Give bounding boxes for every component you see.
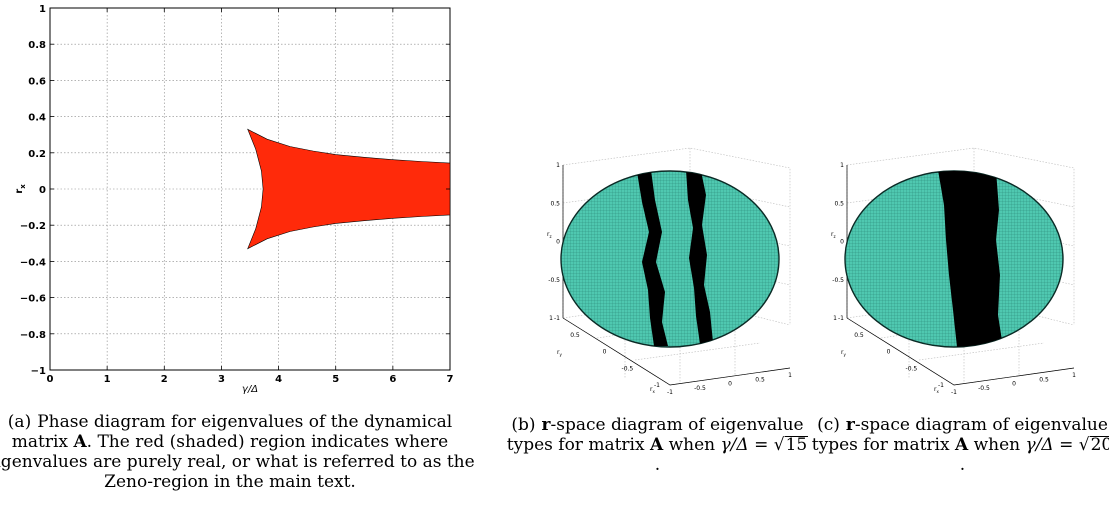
x-axis-label: rx bbox=[934, 386, 939, 394]
y-tick-label: 1 bbox=[833, 315, 837, 322]
y-tick-label: −1 bbox=[31, 366, 46, 377]
y-axis-label: ry bbox=[557, 349, 562, 357]
x-tick-label: 4 bbox=[275, 374, 282, 385]
grid bbox=[50, 8, 450, 370]
z-tick-label: 0 bbox=[556, 239, 560, 246]
z-tick-label: -0.5 bbox=[832, 277, 844, 284]
x-tick-label: 7 bbox=[447, 374, 454, 385]
x-tick-label: -1 bbox=[951, 389, 957, 396]
caption-a: (a) Phase diagram for eigenvalues of the … bbox=[0, 412, 480, 492]
y-tick-label: 0 bbox=[887, 349, 891, 356]
y-tick-label: -0.5 bbox=[906, 365, 918, 372]
caption-text-end: . The red (shaded) region indicates wher… bbox=[0, 432, 475, 492]
z-tick-label: 0.5 bbox=[550, 200, 560, 207]
y-tick-label: 0.2 bbox=[28, 149, 46, 160]
z-tick-label: 0 bbox=[840, 239, 844, 246]
eigenvalue-band bbox=[938, 171, 1003, 347]
tick-labels: 10.50-0.5-110.50-0.5-1-1-0.500.51 bbox=[832, 162, 1076, 396]
caption-math: γ/Δ = bbox=[1025, 435, 1079, 455]
x-tick-label: 3 bbox=[218, 374, 225, 385]
caption-sqrt: 20 bbox=[1089, 436, 1109, 454]
z-tick-label: -1 bbox=[554, 315, 560, 322]
x-tick-label: 0.5 bbox=[755, 376, 765, 383]
svg-text:rx: rx bbox=[14, 184, 27, 194]
y-tick-label: 0.6 bbox=[28, 76, 46, 87]
y-tick-labels: 1 0.8 0.6 0.4 0.2 0 −0.2 −0.4 −0.6 −0.8 −1 bbox=[20, 4, 46, 377]
phase-diagram-chart: 1 0.8 0.6 0.4 0.2 0 −0.2 −0.4 −0.6 −0.8 −1 0 1 2 3 4 5 6… bbox=[14, 4, 454, 395]
sphere-plot-c: rz ry rx 10.50-0.5-110.50-0.5-1-1-0.500.… bbox=[831, 147, 1076, 396]
caption-label: (a) bbox=[7, 412, 32, 432]
z-tick-label: 0.5 bbox=[834, 200, 844, 207]
x-tick-label: 1 bbox=[1072, 372, 1076, 379]
caption-c: (c) r-space diagram of eigenvalue types f… bbox=[810, 415, 1109, 475]
y-tick-label: -1 bbox=[654, 382, 660, 389]
figure-canvas: 1 0.8 0.6 0.4 0.2 0 −0.2 −0.4 −0.6 −0.8 −1 0 1 2 3 4 5 6… bbox=[14, 4, 1076, 396]
x-tick-labels: 0 1 2 3 4 5 6 7 bbox=[47, 374, 454, 385]
x-tick-label: -0.5 bbox=[694, 385, 706, 392]
sphere-plot-b: rz ry rx 10.50-0.5-110.50-0.5-1-1-0.500.… bbox=[547, 147, 792, 396]
caption-b: (b) r-space diagram of eigenvalue types f… bbox=[506, 415, 809, 475]
caption-math: γ/Δ = bbox=[720, 435, 774, 455]
y-tick-label: 0 bbox=[603, 349, 607, 356]
z-axis-label: rz bbox=[831, 231, 836, 239]
caption-text: -space diagram of eigenvalue types for m… bbox=[811, 415, 1108, 455]
x-axis-label: γ/Δ bbox=[242, 384, 258, 395]
y-axis-label: ry bbox=[841, 349, 846, 357]
caption-label: (b) bbox=[511, 415, 536, 435]
z-tick-label: 1 bbox=[556, 162, 560, 169]
y-tick-label: 0.8 bbox=[28, 40, 46, 51]
x-tick-label: -1 bbox=[667, 389, 673, 396]
x-tick-label: 6 bbox=[389, 374, 396, 385]
x-tick-label: 0 bbox=[47, 374, 54, 385]
y-tick-label: 1 bbox=[549, 315, 553, 322]
y-tick-label: −0.4 bbox=[20, 257, 46, 268]
eigenvalue-bands bbox=[637, 171, 713, 346]
y-tick-label: −0.2 bbox=[20, 221, 46, 232]
y-tick-label: 0.5 bbox=[570, 332, 580, 339]
sphere bbox=[560, 170, 780, 348]
x-tick-label: 0.5 bbox=[1039, 376, 1049, 383]
z-tick-label: -1 bbox=[838, 315, 844, 322]
x-tick-label: -0.5 bbox=[978, 385, 990, 392]
y-tick-label: −0.6 bbox=[20, 294, 46, 305]
y-tick-label: -0.5 bbox=[622, 365, 634, 372]
x-tick-label: 1 bbox=[104, 374, 111, 385]
x-axis-label: rx bbox=[650, 386, 655, 394]
tick-marks bbox=[49, 7, 451, 371]
caption-label: (c) bbox=[817, 415, 840, 435]
y-axis-label: rx bbox=[14, 184, 27, 194]
caption-text: Phase diagram for eigenvalues of the dyn… bbox=[11, 412, 453, 452]
caption-when: when bbox=[968, 435, 1026, 455]
caption-bold-r: r bbox=[845, 415, 855, 435]
caption-when: when bbox=[663, 435, 721, 455]
caption-end: . bbox=[654, 455, 661, 475]
z-tick-label: 1 bbox=[840, 162, 844, 169]
y-tick-label: -1 bbox=[938, 382, 944, 389]
caption-bold-a: A bbox=[649, 435, 664, 455]
caption-sqrt: 15 bbox=[784, 435, 809, 455]
caption-text: -space diagram of eigenvalue types for m… bbox=[506, 415, 804, 455]
y-tick-label: 0.5 bbox=[854, 332, 864, 339]
x-tick-label: 0 bbox=[728, 381, 732, 388]
z-axis-label: rz bbox=[547, 231, 552, 239]
caption-bold-a: A bbox=[954, 435, 969, 455]
y-tick-label: −0.8 bbox=[20, 330, 46, 341]
y-axis-label-main: r bbox=[14, 189, 25, 194]
x-tick-label: 0 bbox=[1012, 381, 1016, 388]
x-tick-label: 5 bbox=[332, 374, 339, 385]
caption-bold-r: r bbox=[541, 415, 551, 435]
tick-labels: 10.50-0.5-110.50-0.5-1-1-0.500.51 bbox=[548, 162, 792, 396]
y-tick-label: 1 bbox=[39, 4, 46, 15]
y-axis-label-sub: x bbox=[19, 184, 27, 189]
x-tick-label: 2 bbox=[161, 374, 168, 385]
y-tick-label: 0.4 bbox=[28, 113, 46, 124]
caption-bold: A bbox=[73, 432, 87, 452]
caption-end: . bbox=[959, 455, 966, 475]
zeno-region bbox=[247, 128, 450, 250]
y-tick-label: 0 bbox=[39, 185, 46, 196]
z-tick-label: -0.5 bbox=[548, 277, 560, 284]
x-tick-label: 1 bbox=[788, 372, 792, 379]
